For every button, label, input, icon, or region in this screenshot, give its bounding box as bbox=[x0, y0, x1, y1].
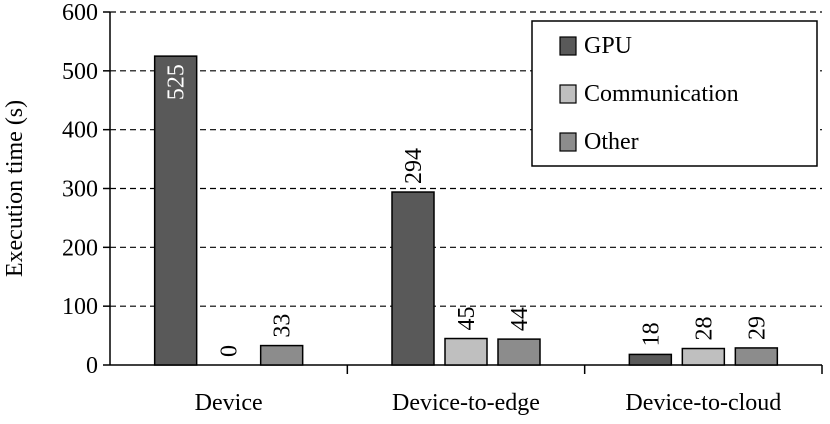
y-tick-label: 600 bbox=[62, 0, 98, 26]
data-label: 33 bbox=[270, 314, 296, 338]
data-label: 28 bbox=[691, 317, 717, 341]
data-label: 44 bbox=[507, 307, 533, 331]
data-label: 0 bbox=[217, 345, 243, 357]
legend-label: GPU bbox=[584, 33, 632, 59]
y-tick-label: 100 bbox=[62, 294, 98, 320]
y-tick-label: 500 bbox=[62, 59, 98, 85]
axes: 0 100 200 300 400 500 600 Execution time (s) Dev… bbox=[2, 0, 823, 416]
bars bbox=[153, 55, 779, 366]
bar-gpu-0 bbox=[153, 55, 198, 366]
data-label: 525 bbox=[164, 64, 190, 100]
data-label: 294 bbox=[401, 148, 427, 184]
x-category-label: Device-to-cloud bbox=[625, 390, 781, 416]
y-axis-title: Execution time (s) bbox=[2, 100, 28, 277]
legend-box bbox=[531, 20, 818, 167]
x-category-label: Device bbox=[195, 390, 263, 416]
legend-swatch-other bbox=[559, 132, 577, 152]
bar-other-0 bbox=[259, 344, 304, 366]
x-category-label: Device-to-edge bbox=[392, 390, 540, 416]
bar-communication-1 bbox=[444, 337, 488, 366]
legend-label: Other bbox=[584, 129, 639, 155]
data-label: 18 bbox=[638, 322, 664, 346]
data-label: 45 bbox=[454, 307, 480, 331]
legend-swatch-communication bbox=[559, 84, 577, 104]
legend-label: Communication bbox=[584, 81, 739, 107]
y-tick-label: 200 bbox=[62, 235, 98, 261]
bar-gpu-1 bbox=[391, 191, 435, 366]
bar-other-1 bbox=[497, 338, 541, 366]
y-tick-label: 400 bbox=[62, 118, 98, 144]
legend-swatch-gpu bbox=[559, 36, 577, 56]
legend: GPU Communication Other bbox=[531, 20, 818, 167]
bar-other-2 bbox=[734, 347, 779, 366]
labels: 525 0 33 294 45 44 18 28 29 bbox=[164, 64, 771, 357]
y-tick-label: 300 bbox=[62, 177, 98, 203]
bar-communication-2 bbox=[681, 347, 726, 366]
y-tick-label: 0 bbox=[86, 353, 98, 379]
data-label: 29 bbox=[744, 316, 770, 340]
bar-gpu-2 bbox=[628, 353, 673, 366]
